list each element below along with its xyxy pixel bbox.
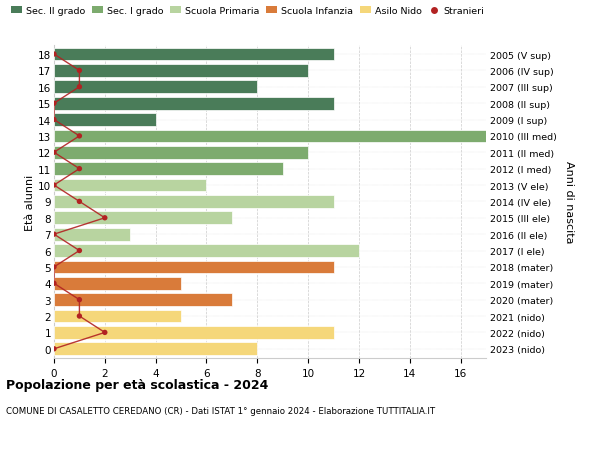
Bar <box>54 277 181 290</box>
Bar <box>54 212 232 224</box>
Bar <box>54 294 232 306</box>
Text: COMUNE DI CASALETTO CEREDANO (CR) - Dati ISTAT 1° gennaio 2024 - Elaborazione TU: COMUNE DI CASALETTO CEREDANO (CR) - Dati… <box>6 406 435 415</box>
Bar <box>54 261 334 274</box>
Point <box>74 67 84 75</box>
Bar <box>54 98 334 110</box>
Point <box>100 215 110 222</box>
Bar <box>54 163 283 176</box>
Point <box>74 247 84 255</box>
Point <box>100 329 110 336</box>
Point <box>49 182 59 189</box>
Point <box>74 133 84 140</box>
Point <box>49 280 59 287</box>
Point <box>49 149 59 157</box>
Bar <box>54 146 308 159</box>
Point <box>49 231 59 238</box>
Text: Popolazione per età scolastica - 2024: Popolazione per età scolastica - 2024 <box>6 379 268 392</box>
Bar <box>54 326 334 339</box>
Point <box>49 345 59 353</box>
Bar <box>54 114 155 127</box>
Point <box>74 166 84 173</box>
Bar <box>54 310 181 323</box>
Point <box>74 313 84 320</box>
Bar <box>54 81 257 94</box>
Point <box>74 198 84 206</box>
Bar <box>54 49 334 61</box>
Point <box>49 100 59 107</box>
Bar <box>54 245 359 257</box>
Bar <box>54 65 308 78</box>
Bar <box>54 179 206 192</box>
Bar <box>54 196 334 208</box>
Bar <box>54 343 257 355</box>
Point <box>49 51 59 59</box>
Legend: Sec. II grado, Sec. I grado, Scuola Primaria, Scuola Infanzia, Asilo Nido, Stran: Sec. II grado, Sec. I grado, Scuola Prim… <box>11 7 484 16</box>
Point <box>49 117 59 124</box>
Point <box>74 84 84 91</box>
Point <box>74 297 84 304</box>
Y-axis label: Età alunni: Età alunni <box>25 174 35 230</box>
Point <box>49 263 59 271</box>
Y-axis label: Anni di nascita: Anni di nascita <box>564 161 574 243</box>
Bar <box>54 228 130 241</box>
Bar <box>54 130 486 143</box>
